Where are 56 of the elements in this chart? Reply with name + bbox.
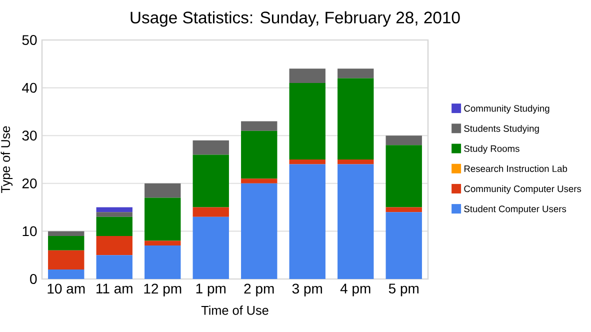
x-tick-label: 11 am xyxy=(96,284,132,294)
x-tick-label: 4 pm xyxy=(340,284,370,296)
bar xyxy=(289,83,326,160)
y-axis-title: Type of Use xyxy=(0,126,13,194)
y-tick-label: 40 xyxy=(22,82,37,93)
bar xyxy=(338,164,374,279)
bar xyxy=(386,207,422,212)
bar xyxy=(192,216,229,279)
bar xyxy=(241,178,278,184)
bar xyxy=(96,255,132,279)
legend-label: Research Instruction Lab xyxy=(464,165,568,172)
legend-label: Community Computer Users xyxy=(464,185,582,194)
y-tick-label: 50 xyxy=(22,35,37,45)
legend-label: Students Studying xyxy=(464,124,539,134)
bar xyxy=(144,246,181,279)
bar xyxy=(48,250,84,270)
bar xyxy=(48,269,84,279)
legend-label: Study Rooms xyxy=(464,145,520,154)
bar xyxy=(144,183,181,198)
bar xyxy=(386,145,422,208)
bar xyxy=(338,160,374,164)
bar xyxy=(96,212,132,217)
chart-title: Usage Statistics: Sunday, February 28, 2010 xyxy=(130,11,460,27)
x-tick-label: 12 pm xyxy=(144,284,182,296)
y-tick-label: 30 xyxy=(22,130,37,141)
bar xyxy=(96,216,132,236)
legend-label: Community Studying xyxy=(464,104,550,114)
bar xyxy=(144,240,181,246)
x-tick-label: 1 pm xyxy=(196,284,226,296)
x-axis-title: Time of Use xyxy=(201,306,268,315)
bar xyxy=(386,212,422,279)
y-tick-label: 20 xyxy=(22,178,37,188)
bar xyxy=(289,164,326,279)
bar xyxy=(338,78,374,160)
y-tick-label: 10 xyxy=(22,226,37,236)
bar xyxy=(241,130,278,179)
bar xyxy=(96,207,132,212)
x-tick-label: 5 pm xyxy=(388,284,418,296)
bar xyxy=(192,207,229,217)
bar xyxy=(338,68,374,78)
bar xyxy=(192,140,229,155)
bar xyxy=(289,160,326,164)
bar xyxy=(48,231,84,236)
bar xyxy=(241,121,278,131)
bar xyxy=(144,198,181,241)
legend-label: Student Computer Users xyxy=(464,205,566,214)
y-tick-label: 0 xyxy=(30,274,37,284)
bar xyxy=(192,154,229,208)
bar xyxy=(289,68,326,84)
bar xyxy=(48,236,84,250)
x-tick-label: 10 am xyxy=(48,284,85,294)
bar xyxy=(386,136,422,146)
bar xyxy=(241,183,278,279)
x-tick-label: 3 pm xyxy=(292,284,322,296)
bar xyxy=(96,236,132,256)
x-tick-label: 2 pm xyxy=(244,284,274,296)
